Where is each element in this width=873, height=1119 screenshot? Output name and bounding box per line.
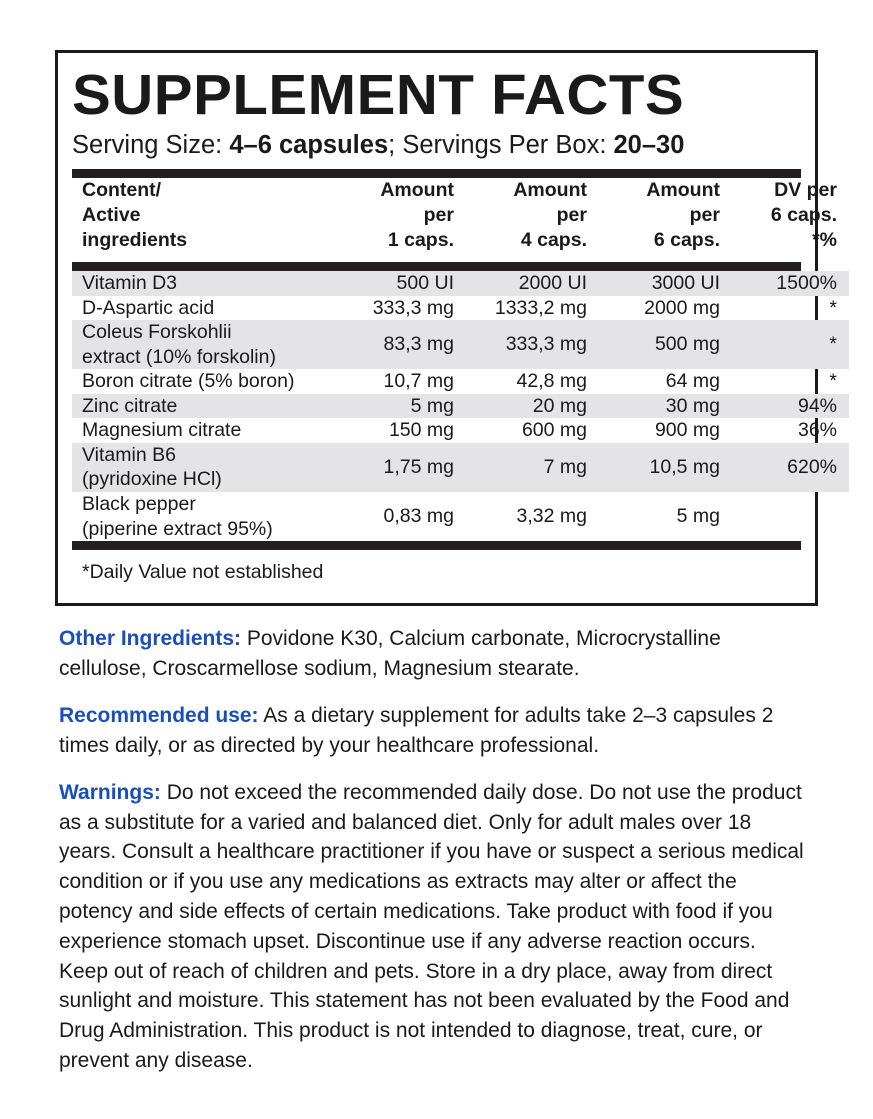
daily-value-footnote: *Daily Value not established [82,561,324,584]
cell-ingredient: Magnesium citrate [82,419,242,442]
nutrition-table-body: Vitamin D3 500 UI 2000 UI 3000 UI 1500% … [72,270,849,541]
cell-amount-1-caps: 333,3 mg [372,296,454,319]
cell-amount-1-caps: 1,75 mg [334,442,462,492]
table-row: Vitamin D3 500 UI 2000 UI 3000 UI 1500% [72,270,849,296]
page-title: SUPPLEMENT FACTS [72,63,685,127]
cell-dv: 620% [728,442,849,492]
column-header-ingredients: Content/ Active ingredients [82,179,188,251]
cell-amount-6-caps: 30 mg [595,393,728,419]
cell-ingredient: Vitamin B6 (pyridoxine HCl) [72,442,334,492]
cell-amount-1-caps: 500 UI [334,270,462,296]
warnings-heading: Warnings: [59,780,161,804]
cell-amount-4-caps: 20 mg [462,393,595,419]
cell-amount-4-caps: 333,3 mg [462,320,595,370]
table-row: D-Aspartic acid 333,3 mg 1333,2 mg 2000 … [72,296,849,321]
serving-information: Serving Size: 4–6 capsules; Servings Per… [72,130,801,160]
supplement-facts-panel: SUPPLEMENT FACTS Serving Size: 4–6 capsu… [55,50,849,607]
column-header-dv-6-caps: DV per 6 caps. *% [770,179,837,251]
cell-ingredient: Coleus Forskohlii extract (10% forskolin… [72,320,334,370]
recommended-use-heading: Recommended use: [59,704,259,728]
cell-dv: * [829,296,837,319]
other-ingredients-text: Povidone K30, Calcium carbonate, Microcr… [59,627,721,681]
cell-dv: * [829,370,837,393]
cell-amount-6-caps: 500 mg [595,320,728,370]
serving-separator: ; [388,131,396,159]
recommended-use-text: As a dietary supplement for adults take … [59,704,774,757]
table-body: Vitamin D3 500 UI 2000 UI 3000 UI 1500% … [72,270,849,541]
table-row: Coleus Forskohlii extract (10% forskolin… [72,320,849,370]
cell-amount-4-caps: 42,8 mg [516,370,587,393]
cell-amount-4-caps: 2000 UI [462,270,595,296]
cell-amount-1-caps: 150 mg [388,419,454,442]
other-ingredients-paragraph: Other Ingredients: Povidone K30, Calcium… [59,624,810,684]
cell-dv: * [728,320,849,370]
cell-amount-1-caps: 5 mg [334,393,462,419]
cell-amount-1-caps: 83,3 mg [334,320,462,370]
cell-amount-4-caps: 1333,2 mg [494,296,587,319]
column-header-amount-1-caps: Amount per 1 caps. [380,179,454,251]
serving-size-value: 4–6 capsules [229,131,389,159]
cell-ingredient: Boron citrate (5% boron) [82,370,295,393]
cell-amount-6-caps: 900 mg [654,419,720,442]
cell-amount-1-caps: 0,83 mg [383,505,454,528]
cell-ingredient: Vitamin D3 [72,270,334,296]
column-header-amount-4-caps: Amount per 4 caps. [513,179,587,251]
nutrition-table: Content/ Active ingredients Amount per 1… [72,178,849,253]
serving-size-label: Serving Size: [72,131,223,159]
table-row: Black pepper (piperine extract 95%) 0,83… [72,492,849,541]
cell-amount-6-caps: 64 mg [665,370,720,393]
label-body-copy: Other Ingredients: Povidone K30, Calcium… [55,624,818,1075]
warnings-paragraph: Warnings: Do not exceed the recommended … [59,778,810,1076]
cell-dv: 1500% [728,270,849,296]
servings-per-box-value: 20–30 [613,131,685,159]
table-row: Boron citrate (5% boron) 10,7 mg 42,8 mg… [72,369,849,394]
table-row: Vitamin B6 (pyridoxine HCl) 1,75 mg 7 mg… [72,442,849,492]
cell-amount-6-caps: 3000 UI [595,270,728,296]
cell-amount-1-caps: 10,7 mg [383,370,454,393]
table-row: Zinc citrate 5 mg 20 mg 30 mg 94% [72,393,849,419]
warnings-text: Do not exceed the recommended daily dose… [59,780,804,1073]
cell-dv: 94% [728,393,849,419]
table-row: Magnesium citrate 150 mg 600 mg 900 mg 3… [72,418,849,443]
column-header-amount-6-caps: Amount per 6 caps. [646,179,720,251]
servings-per-box-label: Servings Per Box: [402,131,607,159]
table-header: Content/ Active ingredients Amount per 1… [72,178,849,253]
cell-ingredient: D-Aspartic acid [82,296,215,319]
cell-ingredient: Black pepper (piperine extract 95%) [82,493,273,540]
cell-amount-4-caps: 600 mg [521,419,587,442]
cell-amount-4-caps: 7 mg [462,442,595,492]
divider-below-table [72,541,801,551]
cell-ingredient: Zinc citrate [72,393,334,419]
cell-amount-4-caps: 3,32 mg [516,505,587,528]
cell-amount-6-caps: 2000 mg [644,296,720,319]
cell-dv: 36% [797,419,837,442]
recommended-use-paragraph: Recommended use: As a dietary supplement… [59,701,810,761]
cell-amount-6-caps: 10,5 mg [595,442,728,492]
divider-below-header [72,261,801,271]
cell-amount-6-caps: 5 mg [676,505,720,528]
other-ingredients-heading: Other Ingredients: [59,627,242,651]
cell-dv [728,492,849,541]
table-header-row: Content/ Active ingredients Amount per 1… [72,178,849,253]
divider-above-header [72,169,801,179]
